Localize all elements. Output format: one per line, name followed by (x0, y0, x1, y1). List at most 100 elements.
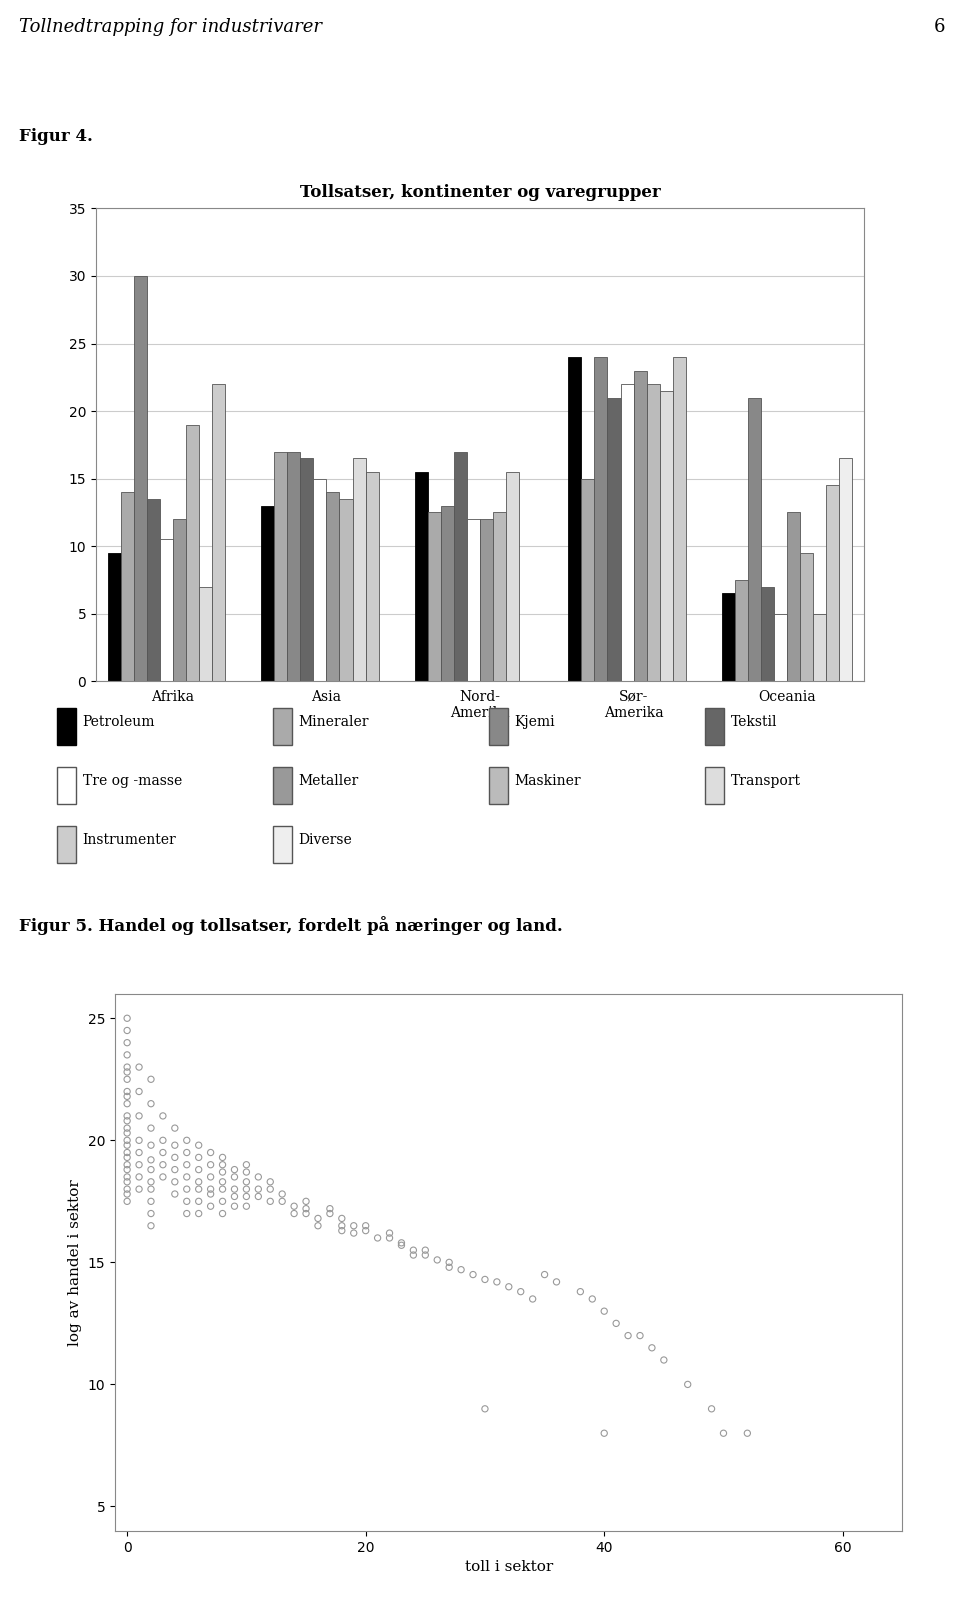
Point (490, 1270, 505, 1295)
Point (215, 1169, 230, 1194)
Point (418, 1242, 433, 1268)
Point (251, 1164, 266, 1189)
Point (215, 1153, 230, 1178)
Bar (428, 513, 441, 681)
Bar (608, 398, 620, 681)
Point (358, 1213, 373, 1239)
Point (191, 1177, 206, 1202)
Point (167, 1132, 182, 1157)
Bar (57, 826, 76, 862)
Point (167, 1181, 182, 1207)
Point (239, 1183, 254, 1209)
Point (143, 1169, 158, 1194)
Point (119, 1005, 134, 1031)
Point (143, 1148, 158, 1173)
Point (346, 1213, 361, 1239)
Point (680, 1372, 695, 1398)
Point (299, 1201, 314, 1226)
Point (203, 1193, 218, 1218)
Text: Tollnedtrapping for industrivarer: Tollnedtrapping for industrivarer (19, 18, 323, 35)
Point (119, 1145, 134, 1170)
Point (180, 1177, 195, 1202)
Point (275, 1188, 290, 1213)
Point (180, 1140, 195, 1165)
Bar (275, 452, 287, 681)
Point (477, 1396, 492, 1422)
Point (739, 1420, 755, 1446)
Point (119, 1018, 134, 1044)
Point (477, 1266, 492, 1292)
Point (143, 1201, 158, 1226)
Point (227, 1164, 242, 1189)
Bar (186, 425, 199, 681)
Bar (705, 766, 724, 803)
Point (132, 1177, 147, 1202)
Point (609, 1311, 624, 1337)
Text: Tre og -masse: Tre og -masse (83, 774, 181, 789)
Point (180, 1201, 195, 1226)
Point (704, 1396, 719, 1422)
Point (119, 1157, 134, 1183)
Point (119, 1181, 134, 1207)
Point (119, 1169, 134, 1194)
Point (119, 1116, 134, 1141)
Point (215, 1201, 230, 1226)
Point (549, 1270, 564, 1295)
Bar (108, 553, 121, 681)
Point (119, 1084, 134, 1109)
Point (215, 1188, 230, 1213)
Point (334, 1218, 349, 1244)
Point (382, 1220, 397, 1246)
Point (299, 1196, 314, 1221)
Bar (147, 499, 159, 681)
Point (299, 1188, 314, 1213)
Point (227, 1193, 242, 1218)
Bar (212, 385, 225, 681)
Bar (273, 766, 292, 803)
Bar (133, 276, 147, 681)
Point (143, 1213, 158, 1239)
Text: Petroleum: Petroleum (83, 715, 156, 729)
Point (132, 1164, 147, 1189)
Bar (441, 505, 454, 681)
Point (239, 1159, 254, 1185)
Point (585, 1286, 600, 1311)
Text: Tekstil: Tekstil (731, 715, 777, 729)
Bar (761, 587, 774, 681)
Bar (647, 385, 660, 681)
Point (119, 1092, 134, 1117)
Point (119, 1042, 134, 1068)
Text: Figur 5. Handel og tollsatser, fordelt på næringer og land.: Figur 5. Handel og tollsatser, fordelt p… (19, 917, 563, 935)
Point (156, 1140, 171, 1165)
Bar (273, 709, 292, 744)
Point (156, 1127, 171, 1153)
Point (537, 1262, 552, 1287)
Point (119, 1177, 134, 1202)
Point (203, 1153, 218, 1178)
Point (334, 1205, 349, 1231)
Point (358, 1218, 373, 1244)
Point (227, 1157, 242, 1183)
Text: Metaller: Metaller (299, 774, 359, 789)
Point (119, 1055, 134, 1080)
Text: Mineraler: Mineraler (299, 715, 369, 729)
Point (406, 1238, 421, 1263)
Bar (467, 519, 480, 681)
Point (394, 1230, 409, 1255)
Point (180, 1127, 195, 1153)
Bar (313, 479, 326, 681)
Point (227, 1183, 242, 1209)
Text: Diverse: Diverse (299, 834, 352, 848)
Point (275, 1181, 290, 1207)
Y-axis label: log av handel i sektor: log av handel i sektor (68, 1178, 83, 1347)
Point (620, 1322, 636, 1348)
Bar (493, 513, 506, 681)
Bar (620, 385, 634, 681)
Point (167, 1157, 182, 1183)
Point (191, 1201, 206, 1226)
Point (191, 1157, 206, 1183)
Bar (287, 452, 300, 681)
Point (657, 1347, 672, 1372)
Point (119, 1127, 134, 1153)
Point (132, 1079, 147, 1104)
